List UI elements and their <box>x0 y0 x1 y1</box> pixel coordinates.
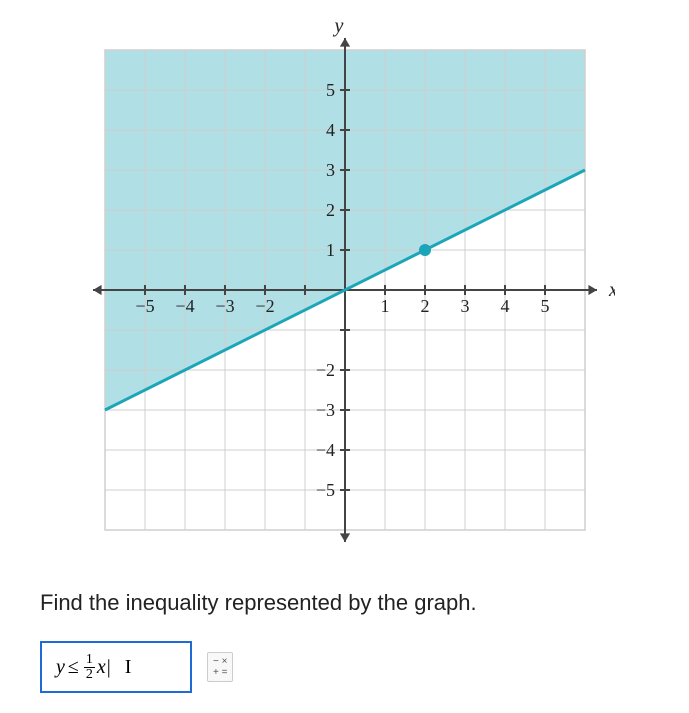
svg-text:−2: −2 <box>255 296 274 316</box>
answer-row: y ≤ 1 2 x | I − × + = <box>40 641 669 693</box>
svg-text:4: 4 <box>500 296 509 316</box>
svg-text:2: 2 <box>326 200 335 220</box>
svg-text:−4: −4 <box>175 296 194 316</box>
answer-lhs: y <box>56 656 65 679</box>
keypad-line1: − × <box>213 656 227 667</box>
svg-text:y: y <box>332 20 343 37</box>
math-keypad-button[interactable]: − × + = <box>207 652 233 682</box>
svg-text:4: 4 <box>326 120 335 140</box>
answer-var: x <box>97 656 106 679</box>
inequality-chart: −5 −4 −3 −2 1 2 3 4 5 5 4 3 2 1 −2 −3 −4 −5 x y <box>75 20 615 560</box>
svg-text:−3: −3 <box>215 296 234 316</box>
svg-text:1: 1 <box>380 296 389 316</box>
graph-container: −5 −4 −3 −2 1 2 3 4 5 5 4 3 2 1 −2 −3 −4 −5 x y <box>20 20 669 560</box>
svg-text:x: x <box>608 279 615 301</box>
answer-input[interactable]: y ≤ 1 2 x | I <box>40 641 192 693</box>
svg-text:−3: −3 <box>315 400 334 420</box>
svg-text:2: 2 <box>420 296 429 316</box>
answer-fraction: 1 2 <box>84 653 95 682</box>
svg-text:3: 3 <box>326 160 335 180</box>
svg-text:5: 5 <box>326 80 335 100</box>
answer-rel: ≤ <box>68 656 79 679</box>
svg-text:−2: −2 <box>315 360 334 380</box>
svg-text:−4: −4 <box>315 440 334 460</box>
question-prompt: Find the inequality represented by the g… <box>40 590 669 616</box>
svg-text:−5: −5 <box>135 296 154 316</box>
svg-text:−5: −5 <box>315 480 334 500</box>
svg-text:5: 5 <box>540 296 549 316</box>
answer-expression: y ≤ 1 2 x | <box>56 653 111 682</box>
svg-text:1: 1 <box>326 240 335 260</box>
frac-numerator: 1 <box>84 653 95 668</box>
text-cursor: I <box>125 656 132 679</box>
frac-denominator: 2 <box>84 668 95 682</box>
svg-text:3: 3 <box>460 296 469 316</box>
